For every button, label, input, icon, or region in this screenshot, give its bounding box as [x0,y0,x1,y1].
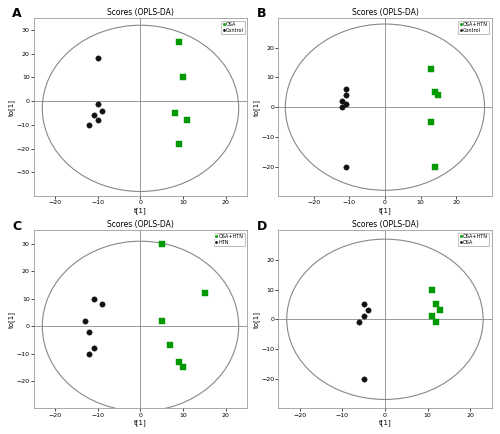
Point [360,375,368,382]
Point [184,117,192,124]
Point [430,89,438,96]
Point [430,163,438,170]
Point [434,92,442,99]
Point [356,319,364,326]
Legend: OSA+HTN, OSA: OSA+HTN, OSA [458,233,489,247]
Text: C: C [12,220,22,233]
Point [179,364,187,371]
Point [175,141,183,148]
X-axis label: t[1]: t[1] [134,207,147,214]
Point [342,163,350,170]
Point [338,104,346,111]
Legend: OSA+HTN, Control: OSA+HTN, Control [458,20,489,34]
Point [200,290,208,297]
Point [360,301,368,308]
Point [360,313,368,320]
Y-axis label: to[1]: to[1] [253,99,260,116]
Point [364,307,372,314]
X-axis label: t[1]: t[1] [378,419,392,426]
Point [175,38,183,45]
Y-axis label: to[1]: to[1] [8,311,15,328]
Title: Scores (OPLS-DA): Scores (OPLS-DA) [352,220,418,230]
Legend: OSA, Control: OSA, Control [221,20,245,34]
Point [432,301,440,308]
Point [94,117,102,124]
Y-axis label: to[1]: to[1] [8,99,15,116]
Point [158,317,166,324]
Point [90,345,98,352]
Point [94,100,102,107]
Point [94,55,102,62]
Point [342,86,350,93]
Text: B: B [257,7,266,20]
X-axis label: t[1]: t[1] [378,207,392,214]
Point [86,350,94,357]
Title: Scores (OPLS-DA): Scores (OPLS-DA) [107,220,174,230]
Point [427,65,435,72]
Point [170,110,178,117]
Point [428,286,436,293]
Point [436,307,444,314]
Text: A: A [12,7,22,20]
Title: Scores (OPLS-DA): Scores (OPLS-DA) [107,8,174,17]
Title: Scores (OPLS-DA): Scores (OPLS-DA) [352,8,418,17]
Point [90,112,98,119]
Point [86,122,94,128]
Point [432,319,440,326]
Y-axis label: to[1]: to[1] [253,311,260,328]
Point [342,101,350,108]
Point [175,358,183,365]
Point [179,74,187,81]
X-axis label: t[1]: t[1] [134,419,147,426]
Point [81,317,89,324]
Legend: OSA+HTN, HTN: OSA+HTN, HTN [214,233,245,247]
Point [98,301,106,308]
Point [427,118,435,125]
Point [98,107,106,114]
Point [338,98,346,105]
Point [428,313,436,320]
Point [166,342,174,349]
Point [90,295,98,302]
Text: D: D [257,220,267,233]
Point [158,240,166,247]
Point [342,92,350,99]
Point [86,328,94,335]
